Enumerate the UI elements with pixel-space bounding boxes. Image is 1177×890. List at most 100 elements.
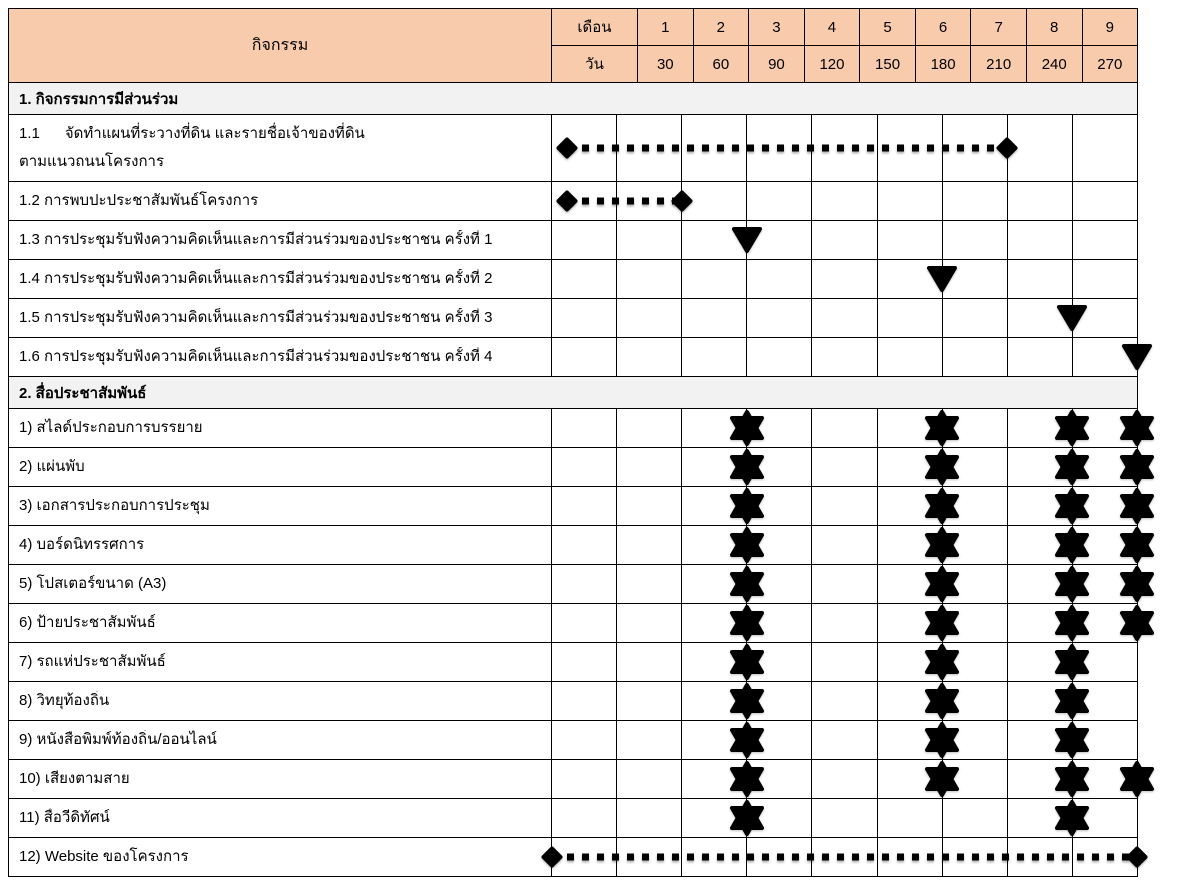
task-row: 2) แผ่นพับ [9,447,1154,486]
task-label: 12) Website ของโครงการ [9,838,552,876]
grid-cell [747,682,813,720]
grid-cells [552,338,1137,376]
timeline [552,604,1154,642]
grid-cell [747,526,813,564]
grid-cell [812,565,878,603]
grid-cell [552,299,618,337]
grid-cell [943,260,1008,298]
task-row: 3) เอกสารประกอบการประชุม [9,486,1154,525]
timeline [552,487,1154,525]
grid-cell [812,338,878,376]
grid-cell [943,448,1008,486]
task-label: 4) บอร์ดนิทรรศการ [9,526,552,564]
task-label-line: 4) บอร์ดนิทรรศการ [19,536,145,554]
diamond-start-icon [555,136,579,160]
task-label-line: 6) ป้ายประชาสัมพันธ์ [19,614,156,632]
star-milestone-icon [1054,605,1089,641]
marker-layer [552,565,1154,603]
grid-cell [943,721,1008,759]
grid-cell [878,299,943,337]
diamond-end-icon [670,189,694,213]
task-label: 1.1 จัดทำแผนที่ระวางที่ดิน และรายชื่อเจ้… [9,115,552,181]
task-row: 1.6 การประชุมรับฟังความคิดเห็นและการมีส่… [9,337,1152,376]
timeline [552,643,1137,681]
task-label-line: 9) หนังสือพิมพ์ท้องถิ่น/ออนไลน์ [19,731,217,749]
marker-layer [552,299,1137,337]
day-cells: 30 60 90 120 150 180 210 240 270 [638,46,1137,82]
month-cell: 4 [805,9,861,45]
star-milestone-icon [1054,761,1089,797]
diamond-end-icon [1125,845,1149,869]
marker-layer [552,799,1137,837]
grid-cell [812,526,878,564]
grid-cell [943,338,1008,376]
header-day-row: วัน 30 60 90 120 150 180 210 240 270 [552,46,1137,82]
task-label: 8) วิทยุท้องถิ่น [9,682,552,720]
task-label: 7) รถแห่ประชาสัมพันธ์ [9,643,552,681]
timeline [552,409,1154,447]
month-cell: 3 [749,9,805,45]
marker-layer [552,221,1137,259]
task-label: 5) โปสเตอร์ขนาด (A3) [9,565,552,603]
task-row: 6) ป้ายประชาสัมพันธ์ [9,603,1154,642]
star-milestone-icon [1054,566,1089,602]
grid-cell [812,799,878,837]
grid-cell [552,409,618,447]
grid-cell [552,260,618,298]
marker-layer [540,838,1149,876]
day-cell: 90 [749,46,805,82]
month-cell: 6 [916,9,972,45]
section-row: 1. กิจกรรมการมีส่วนร่วม [9,82,1137,114]
grid-cell [617,643,683,681]
task-label: 2) แผ่นพับ [9,448,552,486]
star-milestone-icon [1054,488,1089,524]
task-label-line: 8) วิทยุท้องถิ่น [19,692,110,710]
grid-cell [617,299,683,337]
task-row: 8) วิทยุท้องถิ่น [9,681,1137,720]
star-milestone-icon [1054,800,1089,836]
grid-cell [812,643,878,681]
grid-cell [1008,115,1073,181]
star-milestone-icon [1054,410,1089,446]
task-row: 4) บอร์ดนิทรรศการ [9,525,1154,564]
grid-cell [812,760,878,798]
grid-cell [552,221,618,259]
grid-cell [682,260,748,298]
task-label: 1.5 การประชุมรับฟังความคิดเห็นและการมีส่… [9,299,552,337]
grid-cell [617,799,683,837]
task-label-line: 1.6 การประชุมรับฟังความคิดเห็นและการมีส่… [19,348,493,366]
star-milestone-icon [925,566,959,602]
grid-cell [878,182,943,220]
task-label: 1.3 การประชุมรับฟังความคิดเห็นและการมีส่… [9,221,552,259]
month-cell: 8 [1027,9,1083,45]
grid-cell [812,260,878,298]
star-milestone-icon [925,488,959,524]
grid-cell [812,221,878,259]
grid-cell [552,799,618,837]
star-milestone-icon [925,683,959,719]
task-label-line: 1.1 จัดทำแผนที่ระวางที่ดิน และรายชื่อเจ้… [19,125,365,143]
task-label-line: 1.4 การประชุมรับฟังความคิดเห็นและการมีส่… [19,270,493,288]
task-label-line: 3) เอกสารประกอบการประชุม [19,497,210,515]
triangle-milestone-icon [732,227,762,253]
grid-cell [552,721,618,759]
grid-cell [812,299,878,337]
task-label-line: 2) แผ่นพับ [19,458,85,476]
header-month-label: เดือน [552,9,638,45]
task-label: 3) เอกสารประกอบการประชุม [9,487,552,525]
grid-cell [812,409,878,447]
star-milestone-icon [925,605,959,641]
grid-cell [812,182,878,220]
grid-cell [682,182,748,220]
marker-layer [552,604,1154,642]
star-milestone-icon [925,761,959,797]
grid-cell [747,409,813,447]
grid-cell [552,760,618,798]
grid-cell [682,338,748,376]
grid-cell [747,643,813,681]
task-row: 1.4 การประชุมรับฟังความคิดเห็นและการมีส่… [9,259,1137,298]
header-activity-label: กิจกรรม [9,9,552,82]
grid-cell [747,260,813,298]
